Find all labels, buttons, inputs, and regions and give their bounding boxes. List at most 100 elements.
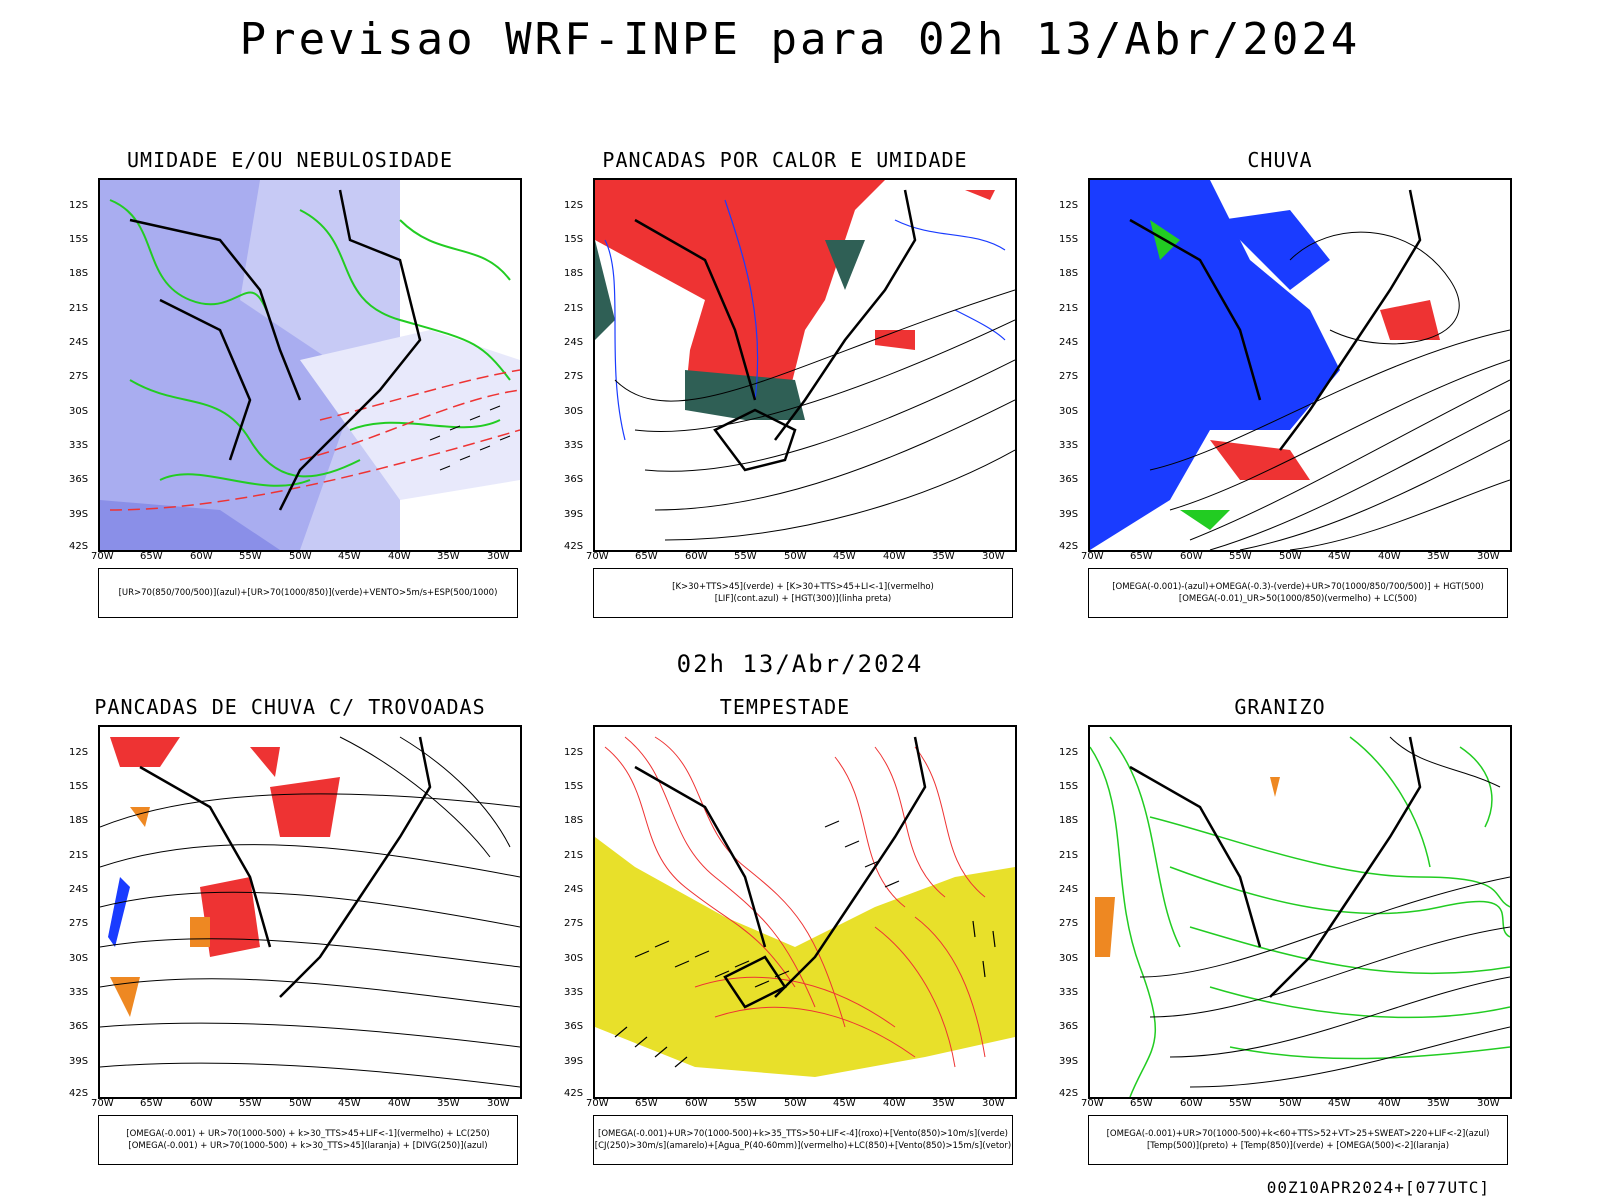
lat-tick-label: 15S: [564, 781, 584, 792]
legend-line: [Temp(500)](preto) + [Temp(850)](verde) …: [1146, 1141, 1450, 1151]
lat-tick-label: 36S: [1059, 474, 1079, 485]
lat-tick-label: 42S: [1059, 541, 1079, 552]
lon-tick-label: 30W: [982, 551, 1005, 562]
lon-tick-label: 45W: [1328, 1098, 1351, 1109]
lon-tick-label: 55W: [1229, 1098, 1252, 1109]
lon-tick-label: 70W: [586, 551, 609, 562]
lon-tick-label: 70W: [1081, 1098, 1104, 1109]
lon-tick-label: 35W: [932, 551, 955, 562]
lat-tick-label: 39S: [69, 509, 89, 520]
legend-line: [OMEGA(-0.01)_UR>50(1000/850)(vermelho) …: [1178, 594, 1418, 604]
lat-tick-label: 42S: [69, 541, 89, 552]
lat-tick-label: 18S: [69, 268, 89, 279]
lat-tick-label: 33S: [564, 987, 584, 998]
lon-tick-label: 35W: [437, 551, 460, 562]
lat-tick-label: 30S: [1059, 406, 1079, 417]
lon-tick-label: 50W: [289, 551, 312, 562]
lat-tick-label: 30S: [564, 406, 584, 417]
lon-tick-label: 60W: [685, 1098, 708, 1109]
lon-tick-label: 30W: [487, 551, 510, 562]
lon-tick-label: 55W: [734, 1098, 757, 1109]
lat-tick-label: 18S: [564, 815, 584, 826]
lat-tick-label: 24S: [564, 884, 584, 895]
lon-tick-label: 70W: [91, 1098, 114, 1109]
lon-tick-label: 45W: [338, 1098, 361, 1109]
lat-tick-label: 21S: [564, 850, 584, 861]
lon-tick-label: 65W: [140, 1098, 163, 1109]
lat-tick-label: 21S: [1059, 303, 1079, 314]
lat-tick-label: 24S: [1059, 884, 1079, 895]
panel-title: GRANIZO: [1234, 695, 1326, 719]
lon-tick-label: 45W: [833, 1098, 856, 1109]
lon-tick-label: 50W: [784, 1098, 807, 1109]
lat-tick-label: 39S: [1059, 509, 1079, 520]
lat-tick-label: 12S: [1059, 200, 1079, 211]
legend-trovoadas: [OMEGA(-0.001) + UR>70(1000-500) + k>30_…: [98, 1115, 518, 1165]
lat-tick-label: 42S: [1059, 1088, 1079, 1099]
panel-title: TEMPESTADE: [719, 695, 851, 719]
lat-tick-label: 36S: [564, 474, 584, 485]
lat-tick-label: 33S: [69, 987, 89, 998]
lon-tick-label: 55W: [239, 1098, 262, 1109]
lon-tick-label: 60W: [1180, 551, 1203, 562]
legend-line: [OMEGA(-0.001)-(azul)+OMEGA(-0.3)-(verde…: [1112, 582, 1484, 592]
map-trovoadas: [98, 725, 522, 1099]
lon-tick-label: 45W: [833, 551, 856, 562]
lat-tick-label: 15S: [69, 781, 89, 792]
legend-line: [OMEGA(-0.001) + UR>70(1000-500) + k>30_…: [128, 1141, 488, 1151]
lon-tick-label: 55W: [1229, 551, 1252, 562]
lon-tick-label: 30W: [487, 1098, 510, 1109]
lat-tick-label: 12S: [564, 747, 584, 758]
lat-tick-label: 18S: [1059, 268, 1079, 279]
lon-tick-label: 55W: [239, 551, 262, 562]
lat-tick-label: 24S: [69, 337, 89, 348]
lat-tick-label: 39S: [564, 509, 584, 520]
lon-tick-label: 40W: [883, 551, 906, 562]
panel-title: PANCADAS DE CHUVA C/ TROVOADAS: [94, 695, 486, 719]
lat-tick-label: 36S: [564, 1021, 584, 1032]
lon-tick-label: 50W: [1279, 551, 1302, 562]
lat-tick-label: 36S: [1059, 1021, 1079, 1032]
lon-tick-label: 60W: [190, 1098, 213, 1109]
lat-tick-label: 39S: [564, 1056, 584, 1067]
lat-tick-label: 18S: [564, 268, 584, 279]
lon-tick-label: 50W: [784, 551, 807, 562]
lat-tick-label: 39S: [1059, 1056, 1079, 1067]
lon-tick-label: 65W: [635, 551, 658, 562]
lat-tick-label: 15S: [564, 234, 584, 245]
lat-tick-label: 12S: [69, 747, 89, 758]
lon-tick-label: 40W: [388, 1098, 411, 1109]
lat-tick-label: 18S: [1059, 815, 1079, 826]
lon-tick-label: 30W: [1477, 551, 1500, 562]
legend-line: [OMEGA(-0.001)+UR>70(1000-500)+k>35_TTS>…: [598, 1129, 1008, 1139]
map-pancadas-calor: [593, 178, 1017, 552]
legend-line: [OMEGA(-0.001) + UR>70(1000-500) + k>30_…: [126, 1129, 490, 1139]
lon-tick-label: 40W: [388, 551, 411, 562]
lon-tick-label: 65W: [635, 1098, 658, 1109]
lon-tick-label: 60W: [1180, 1098, 1203, 1109]
lat-tick-label: 15S: [1059, 781, 1079, 792]
legend-tempestade: [OMEGA(-0.001)+UR>70(1000-500)+k>35_TTS>…: [593, 1115, 1013, 1165]
panel-title: PANCADAS POR CALOR E UMIDADE: [602, 148, 968, 172]
main-title: Previsao WRF-INPE para 02h 13/Abr/2024: [239, 14, 1361, 65]
lat-tick-label: 27S: [1059, 371, 1079, 382]
lat-tick-label: 27S: [564, 918, 584, 929]
legend-line: [LIF](cont.azul) + [HGT(300)](linha pret…: [714, 594, 892, 604]
lon-tick-label: 70W: [586, 1098, 609, 1109]
map-umidade: [98, 178, 522, 552]
lon-tick-label: 40W: [1378, 1098, 1401, 1109]
lon-tick-label: 70W: [91, 551, 114, 562]
lat-tick-label: 36S: [69, 474, 89, 485]
lat-tick-label: 21S: [69, 850, 89, 861]
lon-tick-label: 35W: [1427, 1098, 1450, 1109]
lat-tick-label: 39S: [69, 1056, 89, 1067]
lat-tick-label: 12S: [564, 200, 584, 211]
lat-tick-label: 42S: [69, 1088, 89, 1099]
lat-tick-label: 21S: [69, 303, 89, 314]
lon-tick-label: 70W: [1081, 551, 1104, 562]
lon-tick-label: 45W: [338, 551, 361, 562]
lat-tick-label: 27S: [69, 371, 89, 382]
lon-tick-label: 35W: [437, 1098, 460, 1109]
lat-tick-label: 30S: [69, 406, 89, 417]
lon-tick-label: 50W: [1279, 1098, 1302, 1109]
